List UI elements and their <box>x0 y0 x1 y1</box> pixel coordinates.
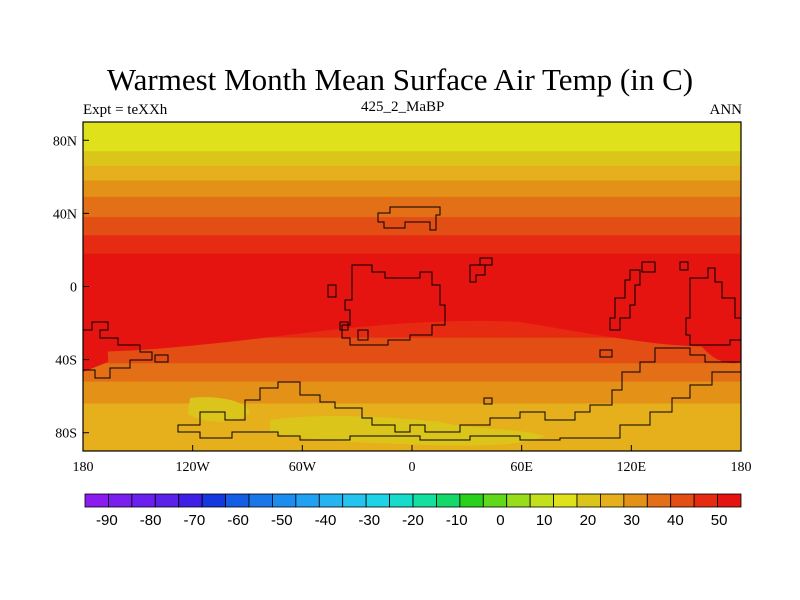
colorbar: -90 -80 -70 -60 -50 -40 -30 -20 -10 0 10 20 30 40 50 <box>84 493 742 529</box>
coastline-small-island <box>483 349 613 405</box>
colorbar-label-7: -20 <box>402 512 424 529</box>
colorbar-swatch-18 <box>506 493 531 508</box>
colorbar-swatch-15 <box>436 493 461 508</box>
colorbar-label-10: 10 <box>536 512 553 529</box>
colorbar-swatch-14 <box>412 493 437 508</box>
coastline-african-islands <box>327 284 369 341</box>
colorbar-label-3: -60 <box>227 512 249 529</box>
colorbar-label-2: -70 <box>183 512 205 529</box>
x-tick-label-5: 120E <box>617 460 647 475</box>
season-label: ANN <box>709 102 743 118</box>
colorbar-swatch-10 <box>318 493 344 508</box>
colorbar-swatch-7 <box>248 493 273 508</box>
coastline-central-africa <box>341 264 446 346</box>
x-tick-label-1: 120W <box>176 460 211 475</box>
colorbar-label-0: -90 <box>96 512 118 529</box>
colorbar-label-6: -30 <box>358 512 380 529</box>
hot-region-africa <box>352 286 435 323</box>
y-tick-label-3: 40S <box>55 354 77 369</box>
temperature-band-10 <box>83 363 741 383</box>
colorbar-swatch-11 <box>342 493 367 508</box>
temperature-band-6 <box>83 235 741 255</box>
colorbar-swatch-9 <box>295 493 320 508</box>
coastline-southern-landmass <box>83 321 169 379</box>
temperature-band-5 <box>83 217 741 236</box>
y-tick-label-1: 40N <box>53 207 77 222</box>
coastline-asia-east <box>609 269 641 331</box>
colorbar-swatch-19 <box>529 493 554 508</box>
coastline-antarctica <box>177 347 741 441</box>
cool-region-antarctic <box>270 416 545 446</box>
colorbar-swatch-20 <box>553 493 578 508</box>
temperature-band-1 <box>83 151 741 167</box>
time-label: 425_2_MaBP <box>361 99 445 115</box>
temperature-band-11 <box>83 381 741 405</box>
colorbar-swatch-21 <box>576 493 601 508</box>
map-title: Warmest Month Mean Surface Air Temp (in … <box>106 62 694 97</box>
colorbar-label-1: -80 <box>140 512 162 529</box>
colorbar-swatch-26 <box>693 493 718 508</box>
colorbar-swatch-23 <box>623 493 648 508</box>
y-tick-label-4: 80S <box>55 427 77 442</box>
colorbar-swatch-0 <box>84 493 109 508</box>
colorbar-label-12: 30 <box>623 512 640 529</box>
temperature-band-0 <box>83 122 741 152</box>
y-tick-label-0: 80N <box>53 134 77 149</box>
coastline-east-africa-islands <box>469 257 493 283</box>
temperature-field <box>83 122 741 451</box>
colorbar-swatch-16 <box>459 493 484 508</box>
hot-region-west <box>83 315 109 372</box>
colorbar-swatch-2 <box>131 493 156 508</box>
colorbar-swatch-3 <box>154 493 180 508</box>
colorbar-swatch-27 <box>717 493 742 508</box>
colorbar-swatch-24 <box>646 493 672 508</box>
coastlines <box>83 206 741 441</box>
colorbar-swatch-6 <box>225 493 250 508</box>
colorbar-label-11: 20 <box>580 512 597 529</box>
x-tick-label-0: 180 <box>73 460 94 475</box>
cool-region-south <box>188 397 250 422</box>
colorbar-swatch-8 <box>272 493 297 508</box>
x-tick-label-6: 180 <box>731 460 752 475</box>
colorbar-label-5: -40 <box>315 512 337 529</box>
colorbar-swatch-5 <box>201 493 226 508</box>
coastline-north-africa <box>377 206 441 231</box>
x-tick-label-3: 0 <box>409 460 416 475</box>
colorbar-label-14: 50 <box>711 512 728 529</box>
colorbar-swatch-22 <box>600 493 625 508</box>
x-tick-label-4: 60E <box>510 460 533 475</box>
colorbar-swatch-17 <box>482 493 508 508</box>
temperature-band-3 <box>83 180 741 198</box>
x-tick-label-2: 60W <box>289 460 317 475</box>
colorbar-swatch-25 <box>670 493 695 508</box>
colorbar-swatch-1 <box>108 493 133 508</box>
colorbar-swatch-12 <box>365 493 390 508</box>
coastline-australia <box>641 261 741 346</box>
colorbar-label-4: -50 <box>271 512 293 529</box>
hot-region-australia <box>690 296 741 364</box>
colorbar-label-9: 0 <box>496 512 504 529</box>
y-tick-label-2: 0 <box>70 281 77 296</box>
colorbar-swatch-4 <box>178 493 203 508</box>
colorbar-label-13: 40 <box>667 512 684 529</box>
axis-ticks: 180 120W 60W 0 60E 120E 180 80N 40N 0 40S 80S <box>53 134 752 475</box>
colorbar-swatch-13 <box>389 493 414 508</box>
temperature-band-2 <box>83 165 741 182</box>
colorbar-label-8: -10 <box>446 512 468 529</box>
experiment-label: Expt = teXXh <box>83 102 168 118</box>
